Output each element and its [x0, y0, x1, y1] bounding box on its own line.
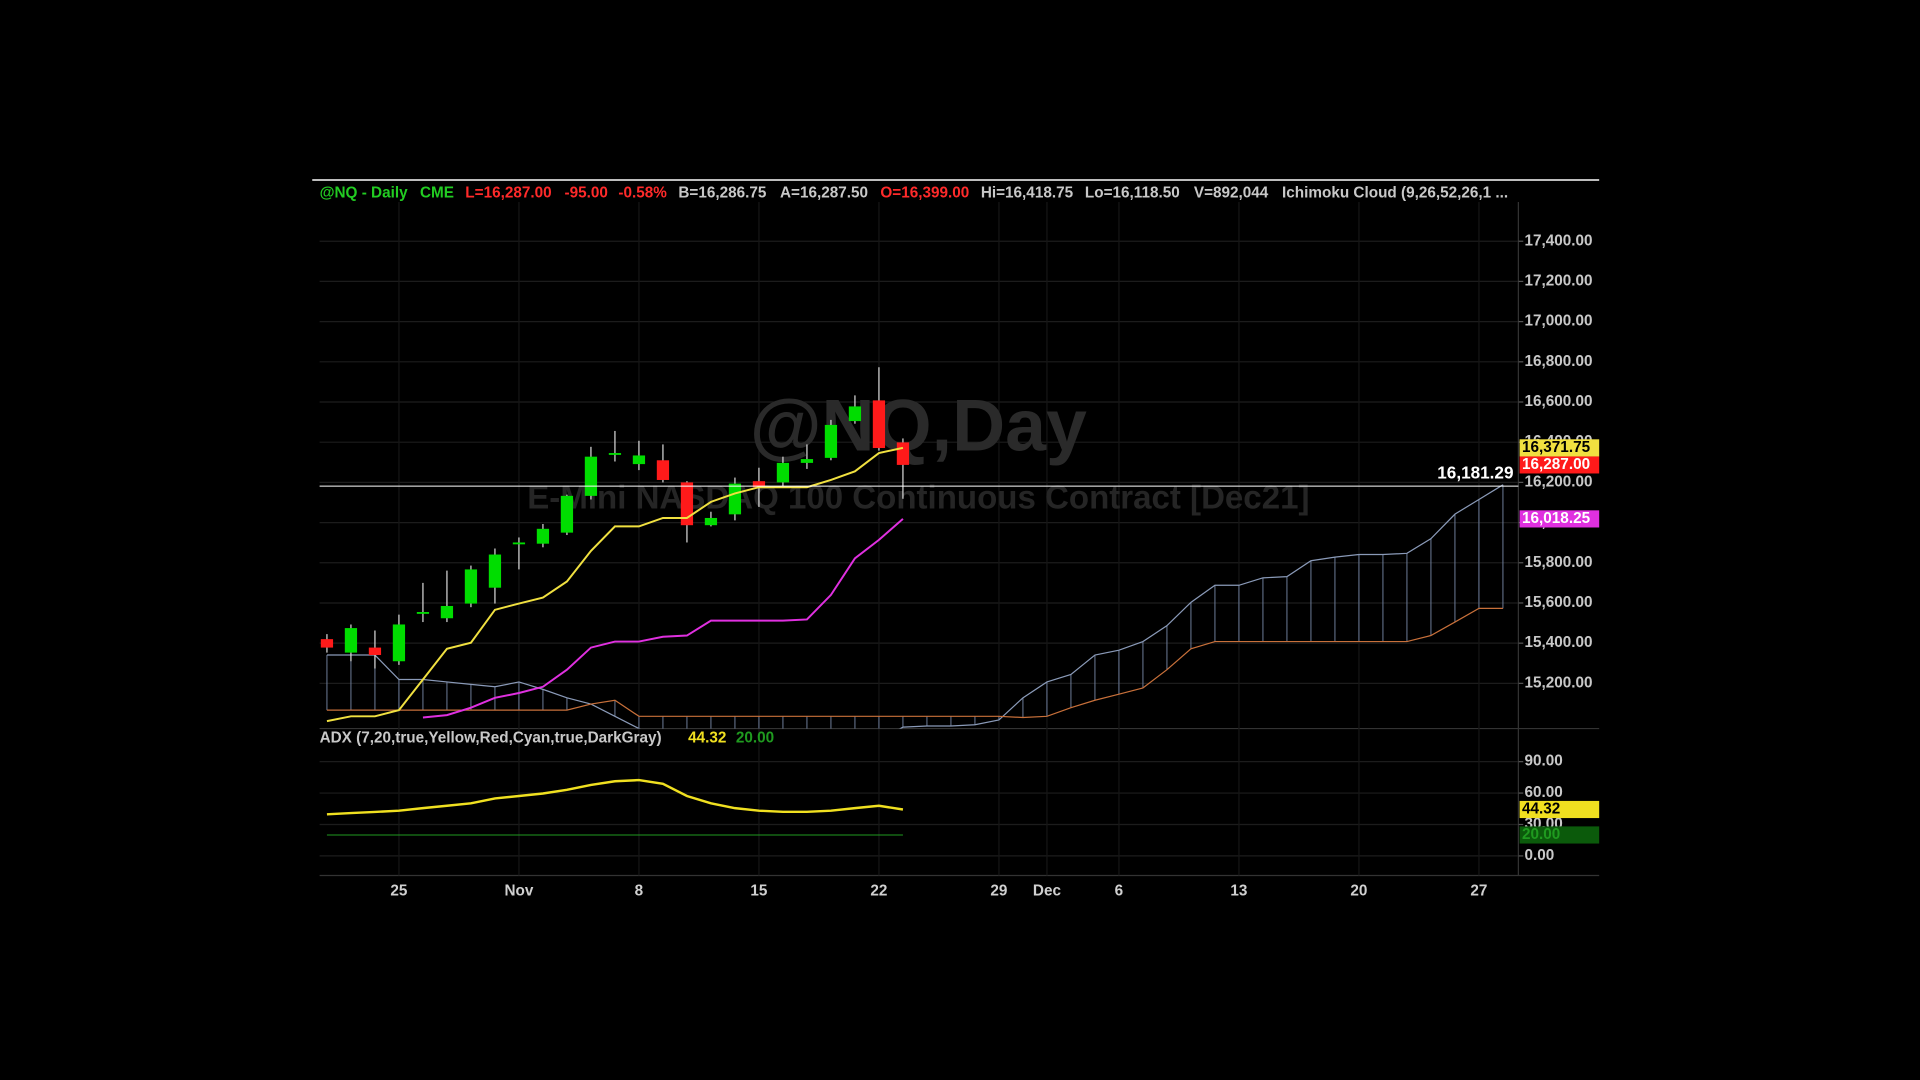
candle-body — [872, 400, 886, 449]
price-marker-label: 16,371.75 — [1522, 439, 1591, 456]
x-tick-label: 15 — [750, 882, 768, 899]
price-marker-label: 16,287.00 — [1522, 456, 1590, 473]
x-tick-label: 8 — [635, 882, 644, 899]
header-item: A=16,287.50 — [780, 185, 868, 202]
y-tick-label: 90.00 — [1524, 753, 1562, 770]
candle-body — [560, 495, 574, 533]
adx-marker — [1519, 800, 1600, 819]
threshold-marker-label: 20.00 — [1522, 826, 1560, 843]
header-item: -0.58% — [618, 185, 667, 202]
candle-body — [656, 460, 670, 480]
cloud-span-a — [326, 484, 1504, 729]
header-item: Lo=16,118.50 — [1085, 185, 1180, 202]
watermark: @NQ,Day — [750, 383, 1087, 466]
candle-body — [704, 517, 718, 526]
labels: @NQ - Daily CME L=16,287.00 -95.00 -0.58% B=1… — [320, 185, 1600, 899]
x-tick-label: 20 — [1350, 882, 1367, 899]
candle-body — [392, 624, 406, 662]
y-tick-label: 17,400.00 — [1524, 232, 1592, 249]
y-tick-label: 15,400.00 — [1524, 634, 1592, 651]
adx-marker-label: 44.32 — [1522, 801, 1560, 818]
candle-body — [800, 459, 814, 463]
price-marker — [1519, 456, 1600, 474]
indicator-line — [422, 518, 904, 719]
header-item: Ichimoku Cloud (9,26,52,26,1 ... — [1282, 185, 1508, 202]
candle-body — [728, 483, 742, 515]
header-item: -95.00 — [564, 185, 607, 202]
header-item: @NQ - Daily — [320, 185, 409, 202]
threshold-marker — [1519, 826, 1600, 844]
x-tick-label: 27 — [1470, 882, 1487, 899]
x-tick-label: 13 — [1230, 882, 1247, 899]
y-tick-label: 60.00 — [1524, 784, 1562, 801]
y-tick-label: 15,800.00 — [1524, 554, 1592, 571]
adx-line — [326, 778, 904, 816]
adx-panel — [326, 778, 904, 836]
y-tick-label: 16,600.00 — [1524, 393, 1592, 410]
candle-body — [320, 639, 334, 648]
candle-body — [440, 605, 454, 619]
candle-body — [584, 456, 598, 496]
header-item: CME — [420, 185, 454, 202]
candle-body — [776, 462, 790, 483]
price-marker-label: 16,018.25 — [1522, 510, 1591, 527]
candle-body — [608, 453, 622, 455]
y-tick-label: 17,200.00 — [1524, 272, 1592, 289]
adx-threshold-value: 20.00 — [736, 729, 774, 746]
x-tick-label: 25 — [390, 882, 408, 899]
cloud-span-b — [326, 607, 1503, 719]
x-tick-label: 6 — [1115, 882, 1124, 899]
candle-body — [344, 628, 358, 653]
candle-body — [632, 455, 646, 465]
indicator-line — [326, 446, 904, 723]
adx-value: 44.32 — [688, 729, 726, 746]
candle-body — [368, 647, 382, 656]
watermark-subtitle: E-Mini NASDAQ 100 Continuous Contract [D… — [527, 479, 1309, 516]
candle-body — [536, 528, 550, 544]
header-item: L=16,287.00 — [465, 185, 551, 202]
price-panel — [320, 367, 1504, 729]
price-line-label: 16,181.29 — [1437, 462, 1513, 482]
y-tick-label: 17,000.00 — [1524, 313, 1592, 330]
y-tick-label: 15,200.00 — [1524, 674, 1592, 691]
candle-body — [848, 406, 862, 422]
y-tick-label: 16,800.00 — [1524, 353, 1592, 370]
adx-title: ADX (7,20,true,Yellow,Red,Cyan,true,Dark… — [320, 729, 662, 746]
price-marker — [1519, 439, 1600, 457]
candle-body — [464, 569, 478, 604]
candle-body — [824, 424, 838, 458]
header-item: Hi=16,418.75 — [981, 185, 1074, 202]
header-item: O=16,399.00 — [880, 185, 969, 202]
x-tick-label: Nov — [504, 882, 533, 899]
candle-body — [896, 442, 910, 465]
x-tick-label: 22 — [870, 882, 887, 899]
candle-body — [488, 554, 502, 588]
y-tick-label: 16,200.00 — [1524, 473, 1592, 490]
header-item: B=16,286.75 — [678, 185, 767, 202]
candle-body — [512, 542, 526, 545]
price-marker — [1519, 510, 1600, 528]
candle-body — [416, 612, 430, 614]
candle-body — [752, 481, 766, 488]
x-tick-label: 29 — [990, 882, 1007, 899]
y-tick-label: 15,600.00 — [1524, 594, 1592, 611]
y-tick-label: 0.00 — [1524, 847, 1554, 864]
candle-body — [680, 482, 694, 526]
header-item: V=892,044 — [1194, 185, 1269, 202]
x-tick-label: Dec — [1033, 882, 1062, 899]
